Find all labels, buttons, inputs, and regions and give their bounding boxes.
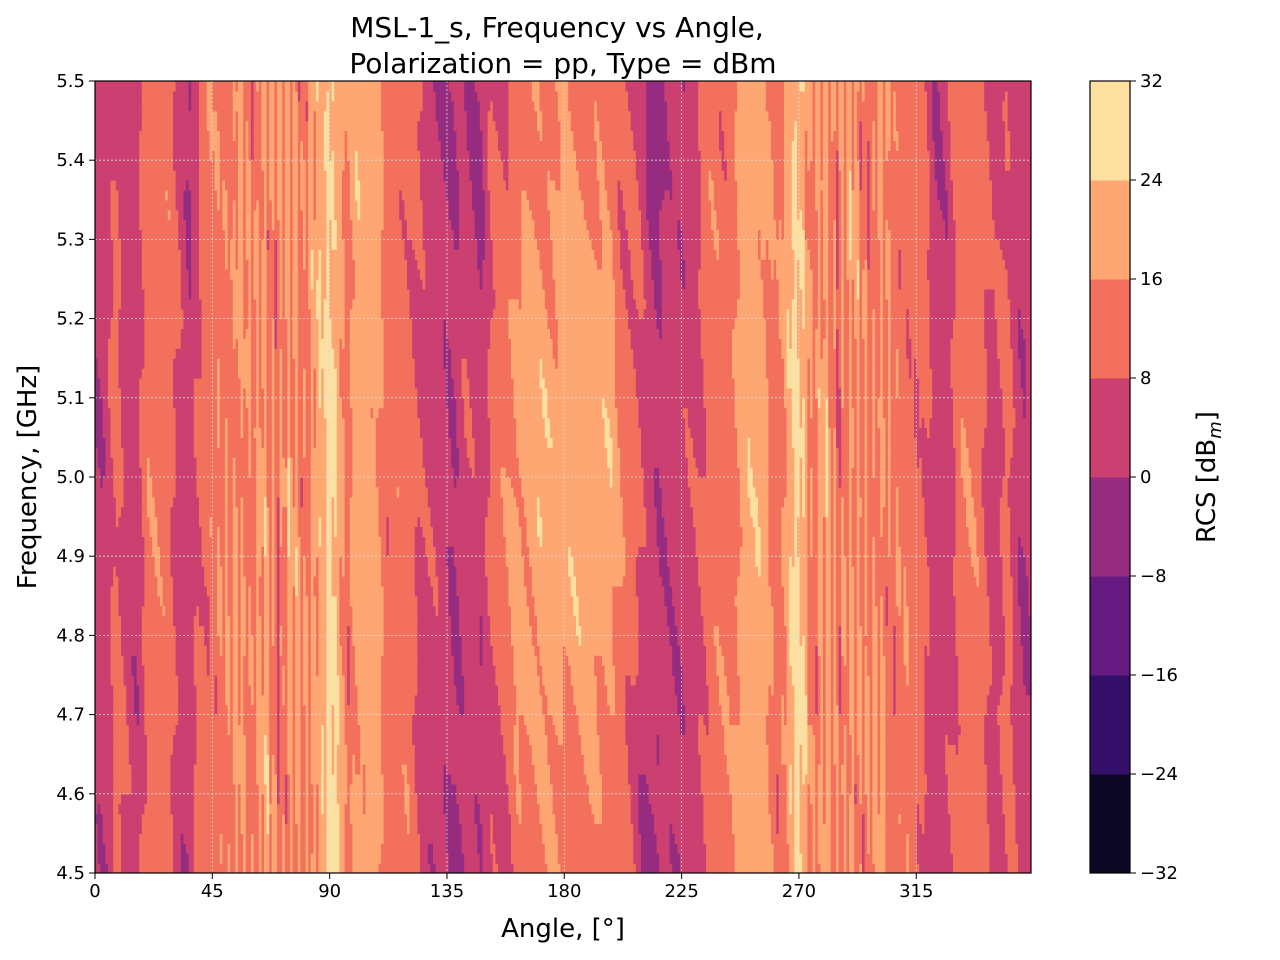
chart-title-line2: Polarization = pp, Type = dBm — [349, 47, 776, 80]
chart-title-line1: MSL-1_s, Frequency vs Angle, — [350, 11, 764, 44]
